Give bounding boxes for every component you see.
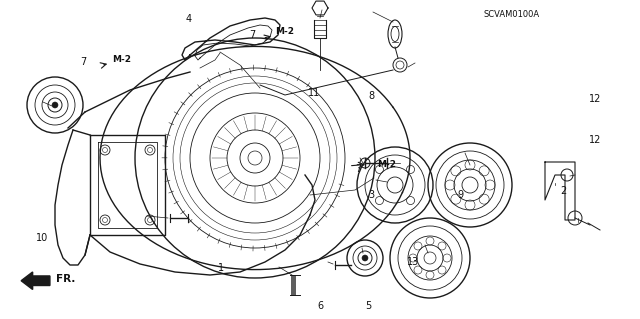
Text: 8: 8: [368, 91, 374, 101]
Text: 1: 1: [218, 263, 224, 273]
Text: 7: 7: [80, 57, 86, 67]
FancyArrow shape: [21, 272, 50, 290]
Text: 6: 6: [317, 301, 323, 311]
Text: M-2: M-2: [378, 160, 397, 169]
Text: 9: 9: [458, 189, 464, 200]
Text: 12: 12: [589, 135, 602, 145]
Text: 5: 5: [365, 301, 371, 311]
Text: M-2: M-2: [112, 55, 131, 63]
Text: 11: 11: [307, 87, 320, 98]
Circle shape: [52, 102, 58, 108]
Text: 13: 13: [406, 256, 419, 267]
Circle shape: [362, 255, 368, 261]
Text: M-2: M-2: [275, 27, 294, 36]
Text: FR.: FR.: [56, 274, 76, 284]
Text: 12: 12: [589, 94, 602, 104]
Text: 4: 4: [186, 14, 192, 24]
Text: 7: 7: [355, 164, 362, 174]
Text: SCVAM0100A: SCVAM0100A: [483, 10, 540, 19]
Text: 10: 10: [35, 233, 48, 243]
Text: 7: 7: [250, 30, 256, 40]
Text: 3: 3: [368, 189, 374, 200]
Text: 2: 2: [560, 186, 566, 197]
